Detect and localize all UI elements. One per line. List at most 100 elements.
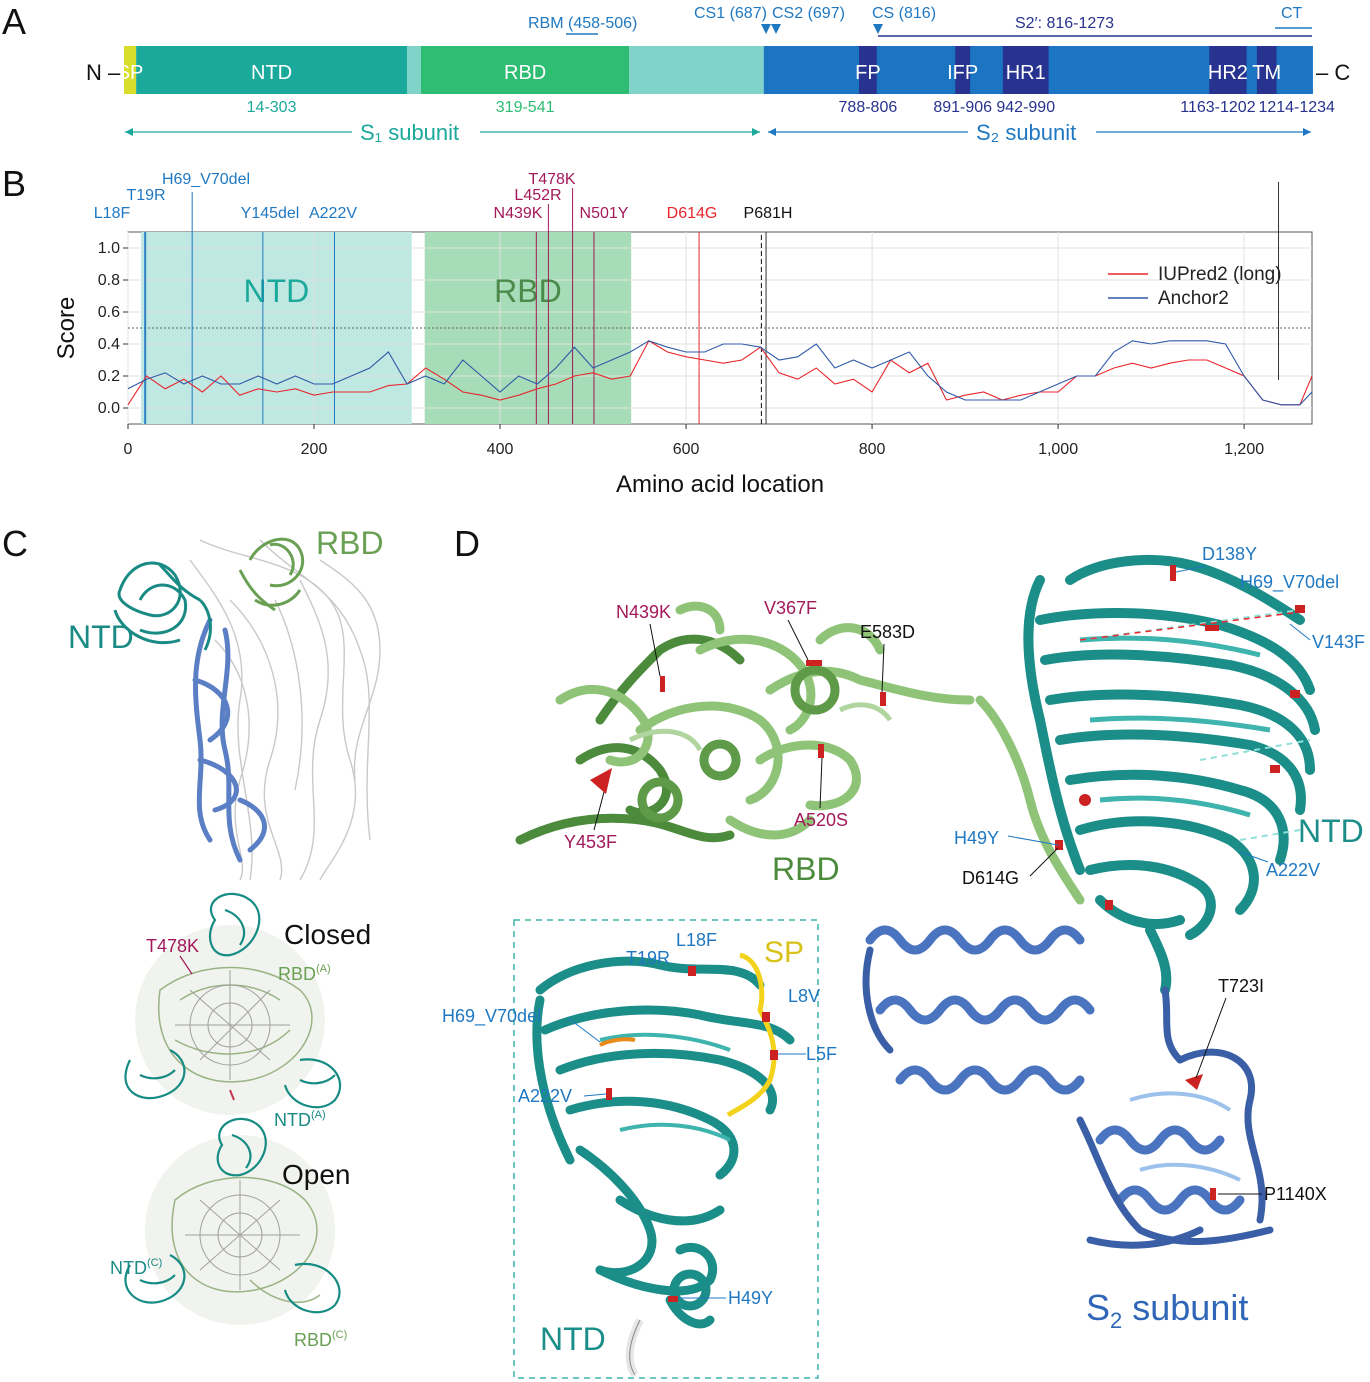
domain-segment bbox=[406, 46, 421, 94]
panel-a-domain-map: N – – C SP NTD RBD FP IFP HR1 HR2 TM 14-303 319-… bbox=[86, 5, 1350, 145]
cs2-label: CS2 (697) bbox=[772, 5, 845, 22]
s2-subunit-structure bbox=[862, 925, 1274, 1249]
h69v70del-label-inset: H69_V70del bbox=[442, 1006, 541, 1027]
y-axis-label: Score bbox=[53, 297, 80, 360]
a222v-label: A222V bbox=[1266, 860, 1320, 880]
domain-label: RBD bbox=[504, 62, 546, 84]
domain-label: SP bbox=[117, 62, 144, 84]
domain-range-labels: 14-303 319-541 788-806 891-906 942-990 1163-1… bbox=[247, 99, 1335, 116]
domain-label: TM bbox=[1252, 62, 1281, 84]
domain-label: FP bbox=[855, 62, 881, 84]
n439k-label: N439K bbox=[616, 602, 671, 622]
signal-peptide-trace bbox=[726, 952, 777, 1118]
y-tick-label: 0.2 bbox=[98, 368, 120, 385]
x-tick-label: 600 bbox=[673, 441, 700, 458]
e583d-label: E583D bbox=[860, 622, 915, 642]
cs-triangle-icon bbox=[873, 24, 883, 34]
s1-arrow-right-icon bbox=[752, 128, 760, 136]
series-line bbox=[127, 340, 1313, 406]
ntd-inset-box bbox=[513, 919, 819, 1379]
open-label: Open bbox=[282, 1159, 351, 1190]
cs1-label: CS1 (687) bbox=[694, 5, 767, 22]
y-tick-label: 1.0 bbox=[98, 240, 120, 257]
spike-top-view-open bbox=[124, 1117, 341, 1325]
h49y-label-inset: H49Y bbox=[728, 1288, 773, 1308]
domain-range-label: 788-806 bbox=[839, 99, 898, 116]
panel-c-t478k-label: T478K bbox=[146, 936, 199, 956]
mutation-label: L18F bbox=[94, 205, 131, 222]
panel-label-b: B bbox=[2, 163, 26, 204]
panel-label-a: A bbox=[2, 1, 26, 42]
spike-rbd-green bbox=[238, 537, 305, 612]
domain-segment bbox=[1209, 46, 1247, 94]
s2prime-label: S2′: 816-1273 bbox=[1015, 15, 1114, 32]
y453f-label: Y453F bbox=[564, 832, 617, 852]
y-tick-label: 0.0 bbox=[98, 400, 120, 417]
h69v70del-label-top: H69_V70del bbox=[1240, 572, 1339, 593]
x-tick-label: 0 bbox=[124, 441, 133, 458]
legend-entry: Anchor2 bbox=[1158, 288, 1229, 309]
domain-range-label: 1214-1234 bbox=[1258, 99, 1335, 116]
x-tick-label: 200 bbox=[301, 441, 328, 458]
domain-range-label: 319-541 bbox=[496, 99, 555, 116]
l5f-label: L5F bbox=[806, 1044, 837, 1064]
mutation-label: L452R bbox=[514, 187, 561, 204]
domain-segment bbox=[859, 46, 877, 94]
legend-entry: IUPred2 (long) bbox=[1158, 264, 1282, 285]
panel-c-ntd-label: NTD bbox=[68, 619, 134, 655]
c-terminus-label: – C bbox=[1316, 60, 1350, 85]
mutation-label: A222V bbox=[309, 205, 357, 222]
domain-range-label: 942-990 bbox=[996, 99, 1055, 116]
v367f-label: V367F bbox=[764, 598, 817, 618]
ntd-c-label: NTD(C) bbox=[110, 1257, 162, 1278]
d138y-label: D138Y bbox=[1202, 544, 1257, 564]
cs-label: CS (816) bbox=[872, 5, 936, 22]
x-tick-label: 800 bbox=[859, 441, 886, 458]
panel-label-d: D bbox=[454, 523, 480, 564]
sp-label: SP bbox=[764, 936, 804, 969]
a222v-label-inset: A222V bbox=[518, 1086, 572, 1106]
region-label: NTD bbox=[243, 273, 309, 309]
mutation-label: N501Y bbox=[580, 205, 629, 222]
rbd-structure bbox=[515, 601, 1085, 905]
domain-segment bbox=[955, 46, 971, 94]
s1-arrow-left-icon bbox=[125, 128, 133, 136]
spike-ntd-teal bbox=[113, 561, 212, 651]
ntd-inset-structure bbox=[532, 952, 795, 1378]
series-line bbox=[127, 340, 1313, 406]
n-terminus-label: N – bbox=[86, 60, 121, 85]
rbd-a-label: RBD(A) bbox=[278, 963, 331, 984]
mutation-label: H69_V70del bbox=[162, 171, 250, 188]
l18f-label: L18F bbox=[676, 930, 717, 950]
ntd-structure bbox=[1023, 555, 1320, 995]
t478k-leader bbox=[179, 955, 193, 975]
y-tick-label: 0.8 bbox=[98, 272, 120, 289]
x-tick-label: 400 bbox=[487, 441, 514, 458]
h49y-label: H49Y bbox=[954, 828, 999, 848]
a520s-label: A520S bbox=[794, 810, 848, 830]
s2-arrow-right-icon bbox=[1303, 128, 1311, 136]
x-tick-label: 1,200 bbox=[1224, 441, 1264, 458]
panel-d-ntd-inset-label: NTD bbox=[540, 1321, 606, 1357]
closed-label: Closed bbox=[284, 919, 371, 950]
t723i-label: T723I bbox=[1218, 976, 1264, 996]
y-tick-label: 0.6 bbox=[98, 304, 120, 321]
mutation-label: T478K bbox=[528, 171, 575, 188]
mutation-label: T19R bbox=[126, 187, 165, 204]
mutation-label: P681H bbox=[744, 205, 793, 222]
domain-range-label: 1163-1202 bbox=[1180, 99, 1255, 116]
panel-d-rbd-label: RBD bbox=[772, 851, 840, 887]
s2-subunit-label: S₂ subunit bbox=[976, 120, 1076, 145]
panel-d-ntd-label: NTD bbox=[1298, 813, 1364, 849]
ntd-a-label: NTD(A) bbox=[274, 1109, 326, 1130]
s2-arrow-left-icon bbox=[768, 128, 776, 136]
region-label: RBD bbox=[494, 273, 562, 309]
y-tick-label: 0.4 bbox=[98, 336, 120, 353]
panel-label-c: C bbox=[2, 523, 28, 564]
v143f-label: V143F bbox=[1312, 632, 1365, 652]
domain-label: NTD bbox=[251, 62, 292, 84]
x-tick-label: 1,000 bbox=[1038, 441, 1078, 458]
domain-segment bbox=[629, 46, 764, 94]
s1-subunit-label: S₁ subunit bbox=[360, 120, 459, 145]
